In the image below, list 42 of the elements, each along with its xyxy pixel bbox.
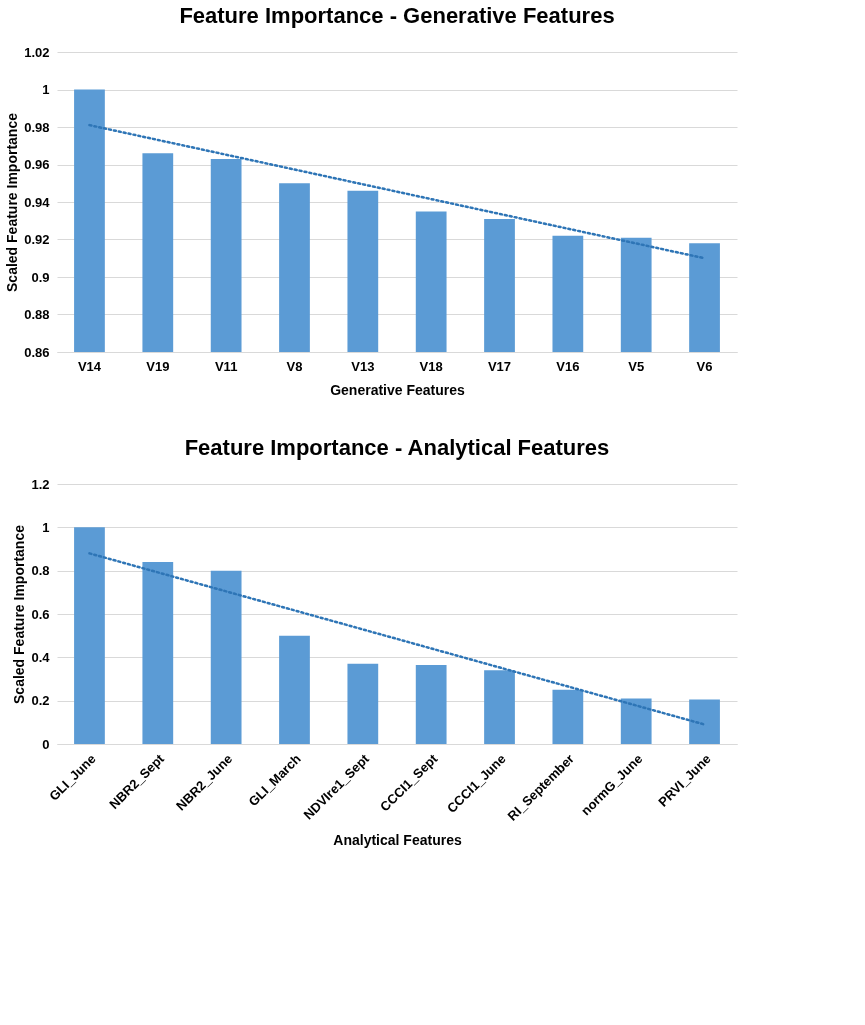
x-tick-label: V13 [351,358,375,374]
x-tick-label: V14 [77,358,102,374]
bar [689,699,720,744]
y-tick-label: 0.8 [31,563,50,579]
y-tick-label: 1.02 [24,44,50,60]
x-tick-label: V11 [214,358,238,374]
y-tick-label: 0.88 [24,307,50,322]
x-tick-label: V19 [146,358,170,374]
bar [347,663,379,744]
y-tick-label: 0.96 [24,157,50,172]
chart-title: Feature Importance - Generative Features [179,3,615,28]
x-tick-label: V6 [696,358,713,374]
x-tick-label: V17 [487,358,512,374]
x-tick-label: V5 [628,358,645,374]
x-tick-label: V8 [286,358,303,374]
y-tick-label: 0.4 [31,649,51,665]
y-tick-label: 0.92 [24,232,50,247]
y-axis-title: Scaled Feature Importance [4,112,21,292]
chart-title: Feature Importance - Analytical Features [184,435,610,460]
bar [279,635,310,744]
y-tick-label: 0.9 [31,269,50,285]
bar [484,670,515,744]
y-tick-label: 1.2 [31,476,50,492]
y-tick-label: 0.94 [24,194,51,210]
bar [210,570,242,744]
y-tick-label: 1 [42,82,50,97]
x-axis-title: Generative Features [330,381,466,398]
y-tick-label: 0.86 [24,344,50,360]
bar [552,689,584,744]
x-tick-label: V16 [556,358,580,374]
y-tick-label: 0.98 [24,119,50,135]
y-tick-label: 0.6 [31,606,50,622]
bar [415,664,447,744]
bar [142,562,174,744]
y-tick-label: 0.2 [31,693,50,709]
x-axis-title: Analytical Features [333,831,462,848]
y-tick-label: 0 [42,736,50,752]
bar [620,698,652,744]
x-tick-label: V18 [419,358,443,374]
bar [74,527,105,744]
y-tick-label: 1 [42,519,50,535]
y-axis-title: Scaled Feature Importance [11,524,28,704]
